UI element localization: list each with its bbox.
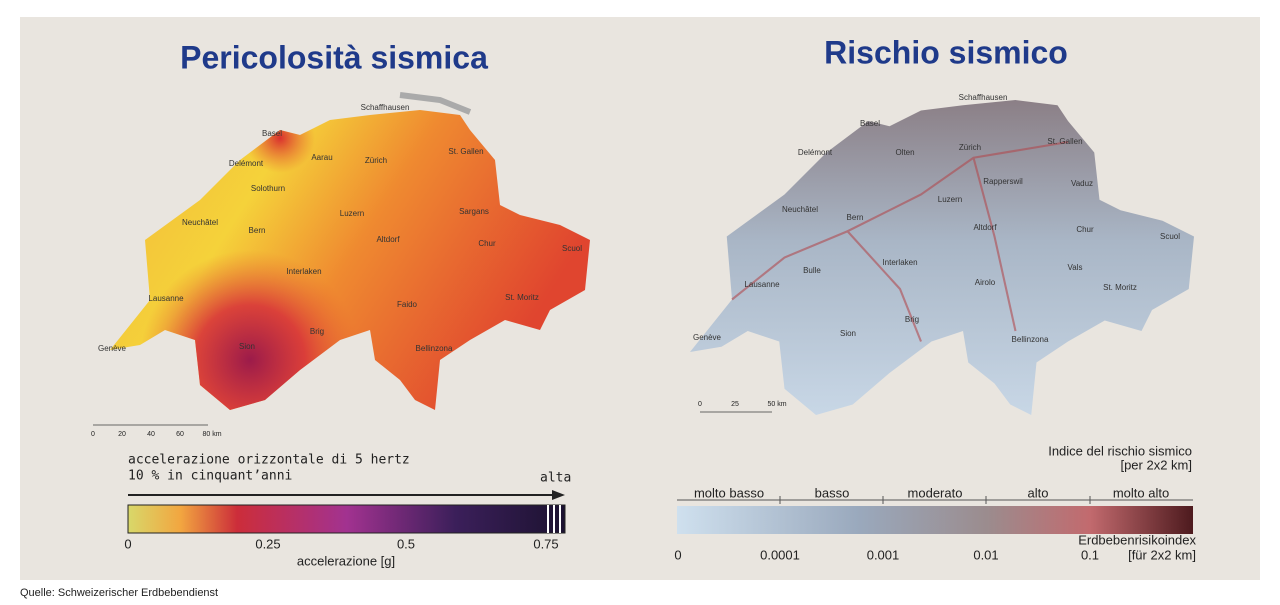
city-label: Genève <box>98 344 127 353</box>
map-title: Rischio sismico <box>824 34 1068 70</box>
city-label: Basel <box>860 119 880 128</box>
color-bar <box>677 506 1193 534</box>
city-label: Vaduz <box>1071 179 1093 188</box>
city-label: Luzern <box>340 209 364 218</box>
scale-label: 20 <box>118 431 126 438</box>
city-label: Airolo <box>975 278 996 287</box>
tick-label: 0.01 <box>973 547 998 562</box>
legend-unit: [per 2x2 km] <box>1120 457 1192 472</box>
city-label: Delémont <box>229 159 264 168</box>
color-bar <box>127 504 566 534</box>
city-label: Chur <box>478 239 496 248</box>
city-label: Bern <box>847 213 864 222</box>
risk-map <box>690 99 1194 415</box>
tick-label: 0.1 <box>1081 547 1099 562</box>
city-label: Schaffhausen <box>959 93 1008 102</box>
class-label: molto basso <box>694 485 764 500</box>
scale-label: 50 km <box>767 401 786 408</box>
legend-text: 10 % in cinquant’anni <box>128 469 292 484</box>
city-label: Brig <box>905 315 919 324</box>
city-label: Neuchâtel <box>782 205 818 214</box>
tick-label: 0.25 <box>255 536 280 551</box>
city-label: Bern <box>249 226 266 235</box>
arrow-head <box>552 490 565 500</box>
city-label: Scuol <box>1160 232 1180 241</box>
scale-label: 0 <box>91 431 95 438</box>
city-label: Faido <box>397 300 418 309</box>
city-label: Basel <box>262 129 282 138</box>
city-label: Scuol <box>562 244 582 253</box>
class-label: alto <box>1028 485 1049 500</box>
city-label: Olten <box>895 148 914 157</box>
scale-label: 40 <box>147 431 155 438</box>
scale-label: 25 <box>731 401 739 408</box>
legend-text: alta <box>540 471 571 486</box>
legend-text: Erdbebenrisikoindex <box>1078 532 1196 547</box>
city-label: St. Moritz <box>505 293 539 302</box>
source: Quelle: Schweizerischer Erdbebendienst <box>20 587 218 599</box>
city-label: Interlaken <box>286 267 321 276</box>
legend-text: accelerazione orizzontale di 5 hertz <box>128 453 410 468</box>
hazard-map <box>110 92 590 410</box>
city-label: St. Moritz <box>1103 283 1137 292</box>
city-label: Bellinzona <box>416 344 453 353</box>
tick-label: 0.5 <box>397 536 415 551</box>
city-label: Altdorf <box>973 223 997 232</box>
city-label: Lausanne <box>744 280 780 289</box>
class-label: moderato <box>908 485 963 500</box>
city-label: Luzern <box>938 195 962 204</box>
scale-label: 0 <box>698 401 702 408</box>
tick-label: 0 <box>124 536 131 551</box>
city-label: Interlaken <box>882 258 917 267</box>
city-label: Lausanne <box>148 294 184 303</box>
city-label: Vals <box>1068 263 1083 272</box>
city-label: St. Gallen <box>1047 137 1082 146</box>
class-label: molto alto <box>1113 485 1169 500</box>
city-label: Chur <box>1076 225 1094 234</box>
scale-label: 60 <box>176 431 184 438</box>
city-label: Bellinzona <box>1012 335 1049 344</box>
legend-text: [für 2x2 km] <box>1128 547 1196 562</box>
city-label: Altdorf <box>376 235 400 244</box>
city-label: Rapperswil <box>983 177 1023 186</box>
city-label: Solothurn <box>251 184 285 193</box>
map-title: Pericolosità sismica <box>180 39 488 75</box>
class-label: basso <box>815 485 850 500</box>
city-label: Zürich <box>365 156 387 165</box>
city-label: Sion <box>239 342 255 351</box>
tick-label: 0.001 <box>867 547 900 562</box>
city-label: Delémont <box>798 148 833 157</box>
city-label: Brig <box>310 327 324 336</box>
tick-label: 0.0001 <box>760 547 800 562</box>
legend-title: Indice del rischio sismico <box>1048 443 1192 458</box>
city-label: Sion <box>840 329 856 338</box>
city-label: St. Gallen <box>448 147 483 156</box>
scale-label: 80 km <box>202 431 221 438</box>
city-label: Aarau <box>311 153 332 162</box>
city-label: Genève <box>693 333 722 342</box>
tick-label: 0 <box>674 547 681 562</box>
tick-label: 0.75 <box>533 536 558 551</box>
city-label: Zürich <box>959 143 981 152</box>
city-label: Neuchâtel <box>182 218 218 227</box>
city-label: Bulle <box>803 266 821 275</box>
axis-label: accelerazione [g] <box>297 553 395 568</box>
city-label: Sargans <box>459 207 489 216</box>
city-label: Schaffhausen <box>361 103 410 112</box>
